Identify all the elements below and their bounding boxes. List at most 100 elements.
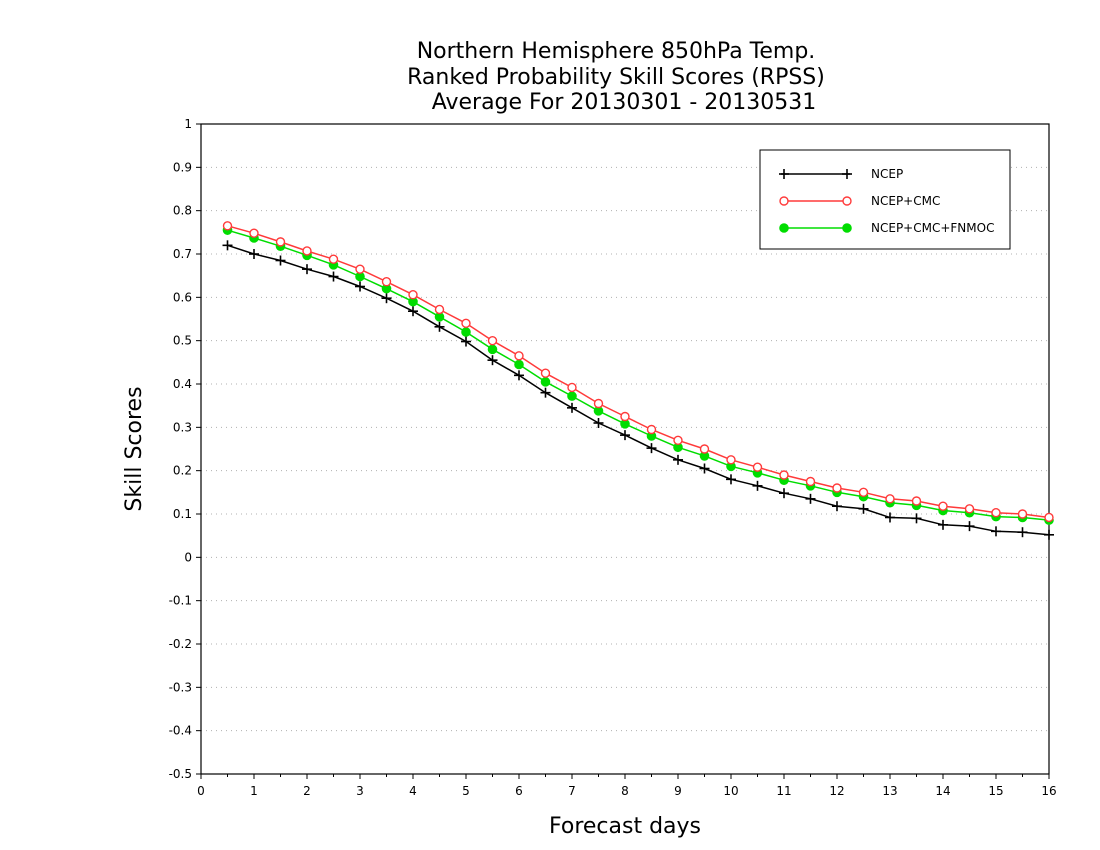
series-1-point-24 [858,487,869,498]
series-0-point-18 [699,463,710,474]
series-0-point-16 [646,443,657,454]
series-1-point-5 [355,264,365,274]
x-tick-label-5: 5 [462,784,470,798]
series-2-point-10 [487,344,498,355]
series-0-point-7 [408,306,418,317]
series-1-point-23 [832,483,842,493]
series-0-point-19 [726,474,736,485]
x-tick-label-7: 7 [568,784,576,798]
y-tick-label-4: -0.1 [169,594,192,608]
legend-marker-end-1 [842,196,852,206]
series-layer [222,221,1054,540]
chart-title-line-1: Northern Hemisphere 850hPa Temp. [417,39,816,64]
series-1-point-27 [938,501,948,511]
x-tick-label-6: 6 [515,784,523,798]
series-1 [222,221,1054,523]
legend-label-0: NCEP [871,167,903,181]
series-0-point-20 [752,480,763,491]
y-axis-title: Skill Scores [122,386,147,511]
series-0-point-21 [779,488,789,499]
series-line-2 [227,229,1050,521]
series-0-point-30 [1017,527,1028,538]
legend-marker-start-0 [779,169,789,179]
series-2-point-11 [514,359,524,370]
x-tick-label-11: 11 [776,784,791,798]
x-tick-label-0: 0 [197,784,205,798]
series-1-point-7 [408,290,418,300]
legend-marker-start-1 [779,196,789,206]
series-0-point-24 [858,503,869,514]
y-tick-label-3: -0.2 [169,637,192,651]
legend-marker-end-0 [842,169,852,179]
x-tick-label-9: 9 [674,784,682,798]
x-tick-label-13: 13 [882,784,897,798]
series-1-point-22 [805,476,816,487]
series-1-point-8 [434,304,445,315]
y-tick-label-10: 0.5 [173,334,192,348]
y-axis-ticks: -0.5 -0.4 -0.3 -0.2 -0.1 0 0.1 0.2 0.3 0.4 0.5 0.6 0… [169,117,201,781]
series-1-point-31 [1044,512,1054,523]
series-1-point-19 [726,455,736,465]
x-tick-label-10: 10 [723,784,738,798]
x-tick-label-4: 4 [409,784,417,798]
x-axis-title: Forecast days [549,814,701,839]
y-tick-label-5: 0 [184,550,192,564]
series-0-point-12 [540,387,551,398]
series-0-point-8 [434,321,445,332]
series-0-point-29 [991,526,1001,537]
series-1-point-1 [249,228,259,238]
series-0-point-28 [964,521,975,532]
x-tick-label-14: 14 [935,784,950,798]
legend-items: NCEP NCEP+CMC NCEP+CMC+FNMOC [779,167,994,235]
series-0-point-3 [302,264,312,275]
y-tick-label-6: 0.1 [173,507,192,521]
series-0-point-27 [938,519,948,530]
series-1-point-0 [222,221,233,231]
chart-title-line-2: Ranked Probability Skill Scores (RPSS) [407,65,825,90]
series-1-point-14 [593,398,604,409]
series-0-point-23 [832,501,842,512]
series-0-point-6 [381,293,392,304]
series-0-point-22 [805,493,816,504]
series-2 [222,225,1054,525]
series-1-point-20 [752,462,763,472]
legend-item-0: NCEP [779,167,903,181]
series-0-point-10 [487,355,498,366]
y-tick-label-15: 1 [184,117,192,131]
y-tick-label-2: -0.3 [169,680,192,694]
legend-label-1: NCEP+CMC [871,194,940,208]
series-1-point-11 [514,351,524,361]
series-0-point-14 [593,418,604,428]
x-tick-label-1: 1 [250,784,258,798]
series-2-point-13 [567,391,577,401]
y-tick-label-0: -0.5 [169,767,192,781]
x-tick-label-15: 15 [988,784,1003,798]
series-0-point-13 [567,402,577,413]
series-1-point-26 [911,496,922,506]
series-1-point-2 [275,237,286,247]
y-tick-label-7: 0.2 [173,464,192,478]
series-0 [222,240,1054,540]
series-0-point-15 [620,430,630,441]
legend-marker-end-2 [842,223,852,233]
x-tick-label-2: 2 [303,784,311,798]
grid-lines [201,166,1049,732]
legend-label-2: NCEP+CMC+FNMOC [871,221,994,235]
series-1-point-4 [328,254,339,264]
series-1-point-15 [620,411,630,422]
series-0-point-4 [328,271,339,282]
series-0-point-11 [514,370,524,381]
y-tick-label-9: 0.4 [173,377,192,391]
series-0-point-31 [1044,529,1054,540]
series-0-point-9 [461,336,471,347]
x-tick-label-3: 3 [356,784,364,798]
series-0-point-26 [911,513,922,524]
legend-marker-start-2 [779,223,789,233]
legend-item-1: NCEP+CMC [779,194,940,208]
chart-title: Northern Hemisphere 850hPa Temp. Ranked … [407,39,825,115]
y-tick-label-11: 0.6 [173,290,192,304]
series-2-point-9 [461,327,471,337]
series-1-point-10 [487,335,498,346]
series-1-point-6 [381,277,392,287]
